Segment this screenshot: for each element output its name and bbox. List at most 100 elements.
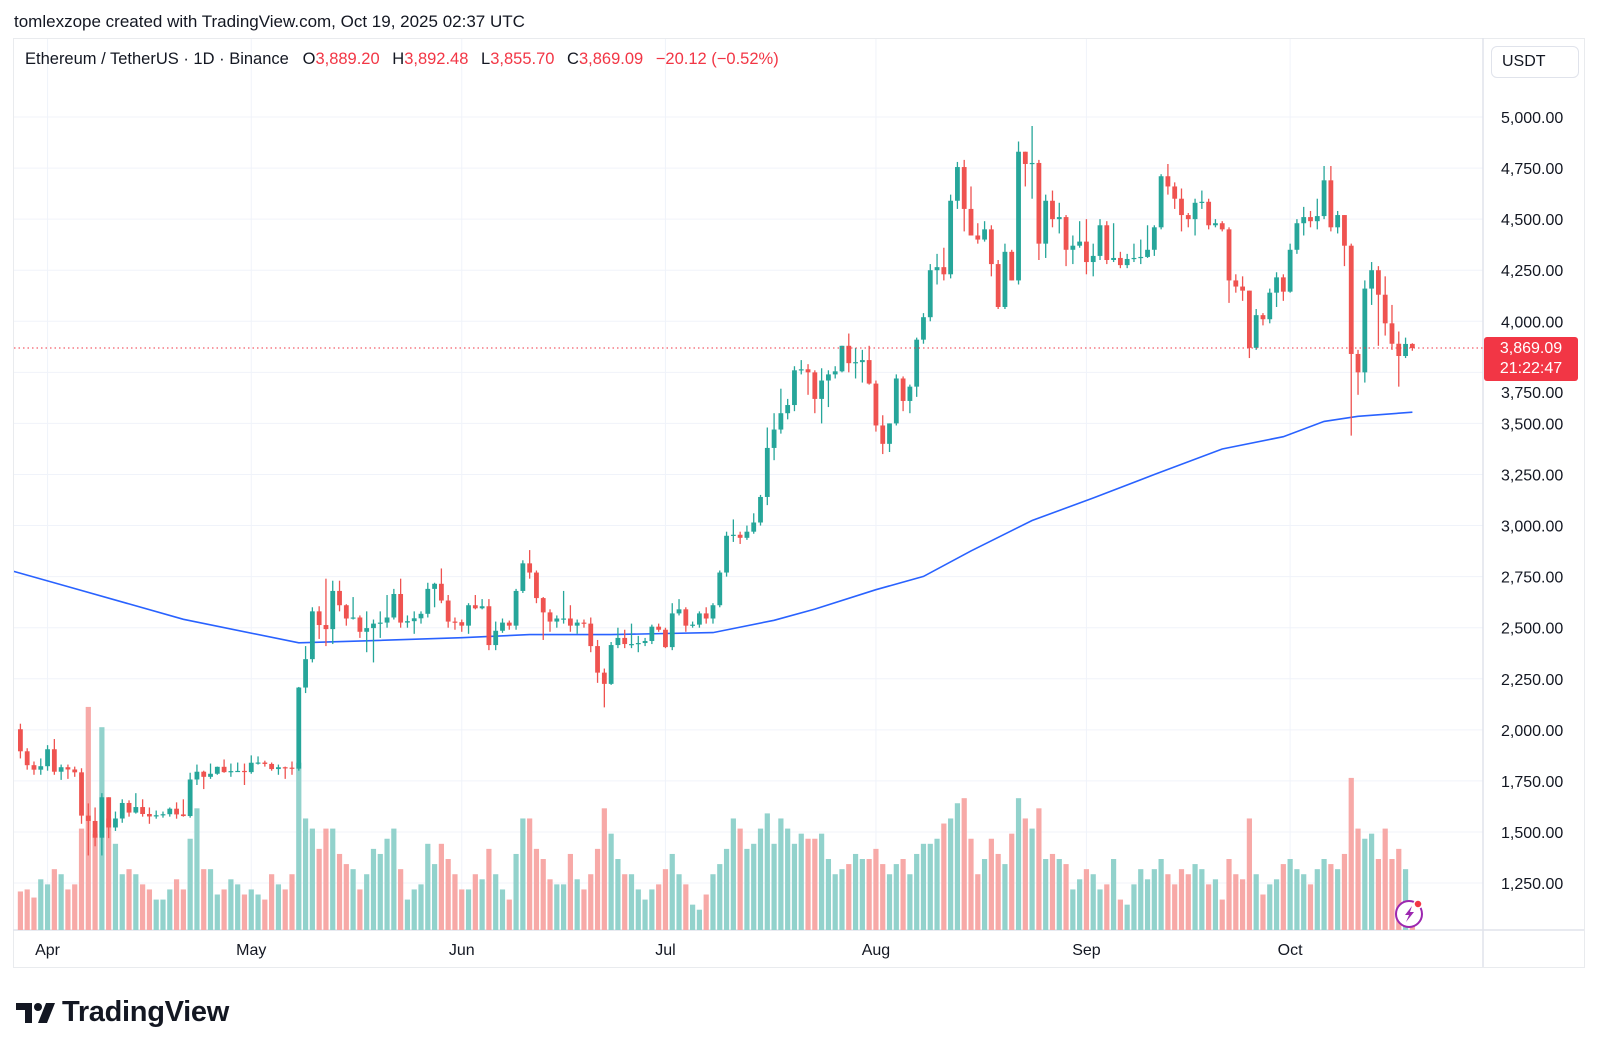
candle-body bbox=[1287, 249, 1293, 292]
candle bbox=[832, 366, 838, 379]
candle bbox=[839, 345, 845, 373]
close-label: C bbox=[567, 50, 579, 68]
candle bbox=[133, 793, 139, 814]
volume-bar bbox=[1253, 874, 1259, 930]
candle bbox=[235, 762, 241, 773]
volume-bar bbox=[540, 859, 546, 930]
volume-bar bbox=[859, 859, 865, 930]
volume-bar bbox=[133, 874, 139, 930]
candle bbox=[432, 582, 437, 608]
candle-body bbox=[955, 167, 960, 201]
candle-body bbox=[948, 200, 954, 275]
candle-body bbox=[309, 611, 315, 660]
candle bbox=[520, 560, 526, 593]
candle-body bbox=[853, 362, 858, 364]
y-tick-label: 2,000.00 bbox=[1501, 723, 1563, 740]
candle-body bbox=[1226, 229, 1232, 281]
symbol-title[interactable]: Ethereum / TetherUS · 1D · Binance bbox=[25, 50, 289, 68]
currency-button[interactable]: USDT bbox=[1491, 46, 1579, 78]
y-tick-label: 4,250.00 bbox=[1501, 263, 1563, 280]
volume-bar bbox=[1389, 859, 1395, 930]
volume-bar bbox=[391, 828, 397, 930]
volume-bar bbox=[235, 884, 241, 930]
volume-bar bbox=[778, 818, 784, 930]
candle-body bbox=[92, 820, 98, 838]
candle-body bbox=[180, 814, 186, 817]
candle-body bbox=[534, 572, 539, 599]
candle bbox=[690, 621, 696, 628]
volume-bar bbox=[289, 874, 295, 930]
candle bbox=[1233, 274, 1239, 293]
candle bbox=[1002, 243, 1008, 310]
candle bbox=[486, 599, 492, 651]
volume-bar bbox=[78, 828, 85, 930]
candle bbox=[764, 427, 770, 506]
candle bbox=[140, 799, 146, 817]
candle bbox=[1138, 239, 1144, 265]
volume-bar bbox=[1056, 859, 1062, 930]
candle bbox=[982, 221, 987, 242]
candle bbox=[540, 597, 546, 640]
candle bbox=[167, 807, 173, 817]
candle bbox=[1158, 174, 1164, 230]
candle bbox=[1314, 198, 1320, 230]
volume-bar bbox=[574, 879, 580, 930]
candle-body bbox=[357, 617, 363, 632]
candle-body bbox=[18, 729, 23, 752]
lightning-alert-icon[interactable] bbox=[1394, 897, 1426, 929]
candle bbox=[1192, 198, 1198, 236]
candle-body bbox=[1158, 176, 1164, 228]
candle-body bbox=[561, 618, 566, 620]
volume-bar bbox=[1369, 833, 1375, 930]
volume-bar bbox=[167, 889, 173, 930]
candle bbox=[703, 607, 709, 624]
volume-bar bbox=[425, 843, 431, 930]
candle-body bbox=[1022, 151, 1028, 164]
candle-body bbox=[1063, 217, 1069, 250]
volume-bar bbox=[201, 869, 207, 930]
candle bbox=[377, 611, 383, 638]
candle-body bbox=[500, 622, 505, 631]
candle-body bbox=[622, 637, 628, 645]
volume-bar bbox=[1219, 899, 1225, 930]
volume-bar bbox=[744, 848, 750, 930]
candle-body bbox=[724, 535, 729, 573]
candle bbox=[758, 494, 763, 526]
candle bbox=[581, 619, 587, 628]
candle bbox=[1179, 188, 1184, 232]
candle-body bbox=[1077, 241, 1083, 246]
candle-body bbox=[1267, 292, 1273, 320]
candle bbox=[683, 607, 689, 632]
candle-body bbox=[1274, 277, 1279, 293]
candle-body bbox=[459, 622, 465, 626]
candle-body bbox=[934, 267, 940, 271]
candle bbox=[343, 604, 349, 626]
candle bbox=[296, 686, 302, 771]
candle-body bbox=[384, 617, 390, 623]
candle bbox=[31, 761, 37, 775]
candle bbox=[717, 570, 723, 608]
volume-bar bbox=[438, 843, 444, 930]
candle-body bbox=[921, 317, 926, 340]
candle bbox=[1036, 159, 1042, 260]
candle-body bbox=[466, 605, 471, 626]
candle bbox=[1389, 304, 1395, 350]
volume-bar bbox=[92, 833, 98, 930]
candle-body bbox=[1070, 245, 1076, 250]
candle-body bbox=[907, 386, 913, 401]
volume-bar bbox=[106, 818, 112, 930]
candle-body bbox=[330, 590, 336, 630]
candle bbox=[1409, 343, 1415, 351]
candle bbox=[1070, 235, 1076, 265]
candle bbox=[472, 595, 478, 610]
candle-body bbox=[1151, 227, 1157, 250]
candle-body bbox=[486, 606, 492, 646]
volume-bar bbox=[873, 848, 879, 930]
tradingview-logo[interactable]: TradingView bbox=[16, 996, 229, 1029]
candle bbox=[778, 388, 784, 434]
candle-body bbox=[432, 583, 437, 589]
candle bbox=[1090, 243, 1096, 277]
candle bbox=[398, 578, 404, 628]
candle bbox=[1104, 221, 1110, 265]
